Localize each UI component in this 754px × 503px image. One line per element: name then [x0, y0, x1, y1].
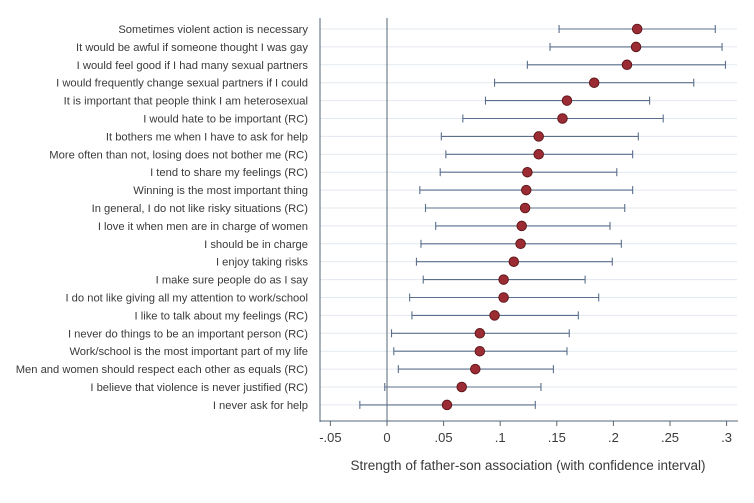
- axes: -.05 0 .05 .1 .15 .2 .25 .3 Strength of father-s…: [319, 18, 738, 473]
- x-tick-label: .25: [661, 430, 679, 445]
- y-axis-label: I love it when men are in charge of wome…: [98, 221, 308, 233]
- y-axis-label: I like to talk about my feelings (RC): [135, 310, 309, 322]
- y-axis-label: Work/school is the most important part o…: [69, 346, 308, 358]
- x-tick-label: .1: [495, 430, 506, 445]
- y-axis-label: It is important that people think I am h…: [64, 96, 308, 108]
- estimate-point: [588, 77, 600, 88]
- estimate-point: [470, 363, 481, 375]
- y-axis-label: I do not like giving all my attention to…: [65, 293, 308, 305]
- estimate-point: [519, 202, 531, 214]
- estimate-point: [508, 256, 520, 267]
- estimate-point: [441, 399, 453, 411]
- y-axis-label: I should be in charge: [204, 239, 308, 251]
- estimate-point: [474, 328, 486, 339]
- y-axis-label: I never do things to be an important per…: [68, 328, 308, 340]
- estimate-point: [621, 59, 633, 71]
- estimate-point: [561, 95, 573, 106]
- data-marks: [359, 23, 727, 411]
- y-axis-label: It would be awful if someone thought I w…: [76, 42, 308, 54]
- estimate-point: [533, 131, 544, 142]
- y-axis-label: I tend to share my feelings (RC): [150, 167, 308, 179]
- y-axis-label: Men and women should respect each other …: [16, 364, 309, 376]
- gridlines: [320, 28, 737, 406]
- estimate-point: [630, 41, 642, 53]
- y-axis-label: It bothers me when I have to ask for hel…: [106, 131, 308, 143]
- estimate-point: [498, 292, 509, 303]
- estimate-point: [498, 274, 509, 285]
- y-axis-label: Sometimes violent action is necessary: [118, 24, 308, 36]
- x-tick-label: 0: [383, 430, 390, 445]
- estimate-point: [520, 184, 532, 196]
- x-tick-label: .2: [608, 430, 619, 445]
- x-tick-label: .3: [721, 430, 732, 445]
- estimate-point: [474, 345, 486, 357]
- y-axis-label: More often than not, losing does not bot…: [49, 149, 308, 161]
- estimate-point: [516, 220, 527, 232]
- y-axis-label: I enjoy taking risks: [216, 257, 308, 269]
- estimate-point: [522, 166, 533, 178]
- y-axis-label: I never ask for help: [213, 400, 308, 412]
- estimate-point: [631, 23, 643, 35]
- y-axis-label: I would hate to be important (RC): [143, 114, 308, 126]
- y-axis-label: I make sure people do as I say: [156, 275, 309, 287]
- estimate-point: [557, 113, 568, 124]
- y-axis-label: I would frequently change sexual partner…: [56, 78, 308, 90]
- y-axis-label: I would feel good if I had many sexual p…: [77, 60, 309, 72]
- y-axis-label: In general, I do not like risky situatio…: [92, 203, 309, 215]
- x-axis-title: Strength of father-son association (with…: [351, 458, 706, 473]
- y-axis-labels: Sometimes violent action is necessary It …: [16, 24, 309, 412]
- estimate-point: [533, 149, 544, 160]
- estimate-point: [515, 238, 526, 250]
- estimate-point: [456, 381, 467, 393]
- x-tick-label: -.05: [319, 430, 341, 445]
- x-tick-label: .15: [548, 430, 566, 445]
- y-axis-label: I believe that violence is never justifi…: [90, 382, 308, 394]
- estimate-point: [489, 310, 500, 321]
- x-tick-label: .05: [435, 430, 453, 445]
- y-axis-label: Winning is the most important thing: [133, 185, 308, 197]
